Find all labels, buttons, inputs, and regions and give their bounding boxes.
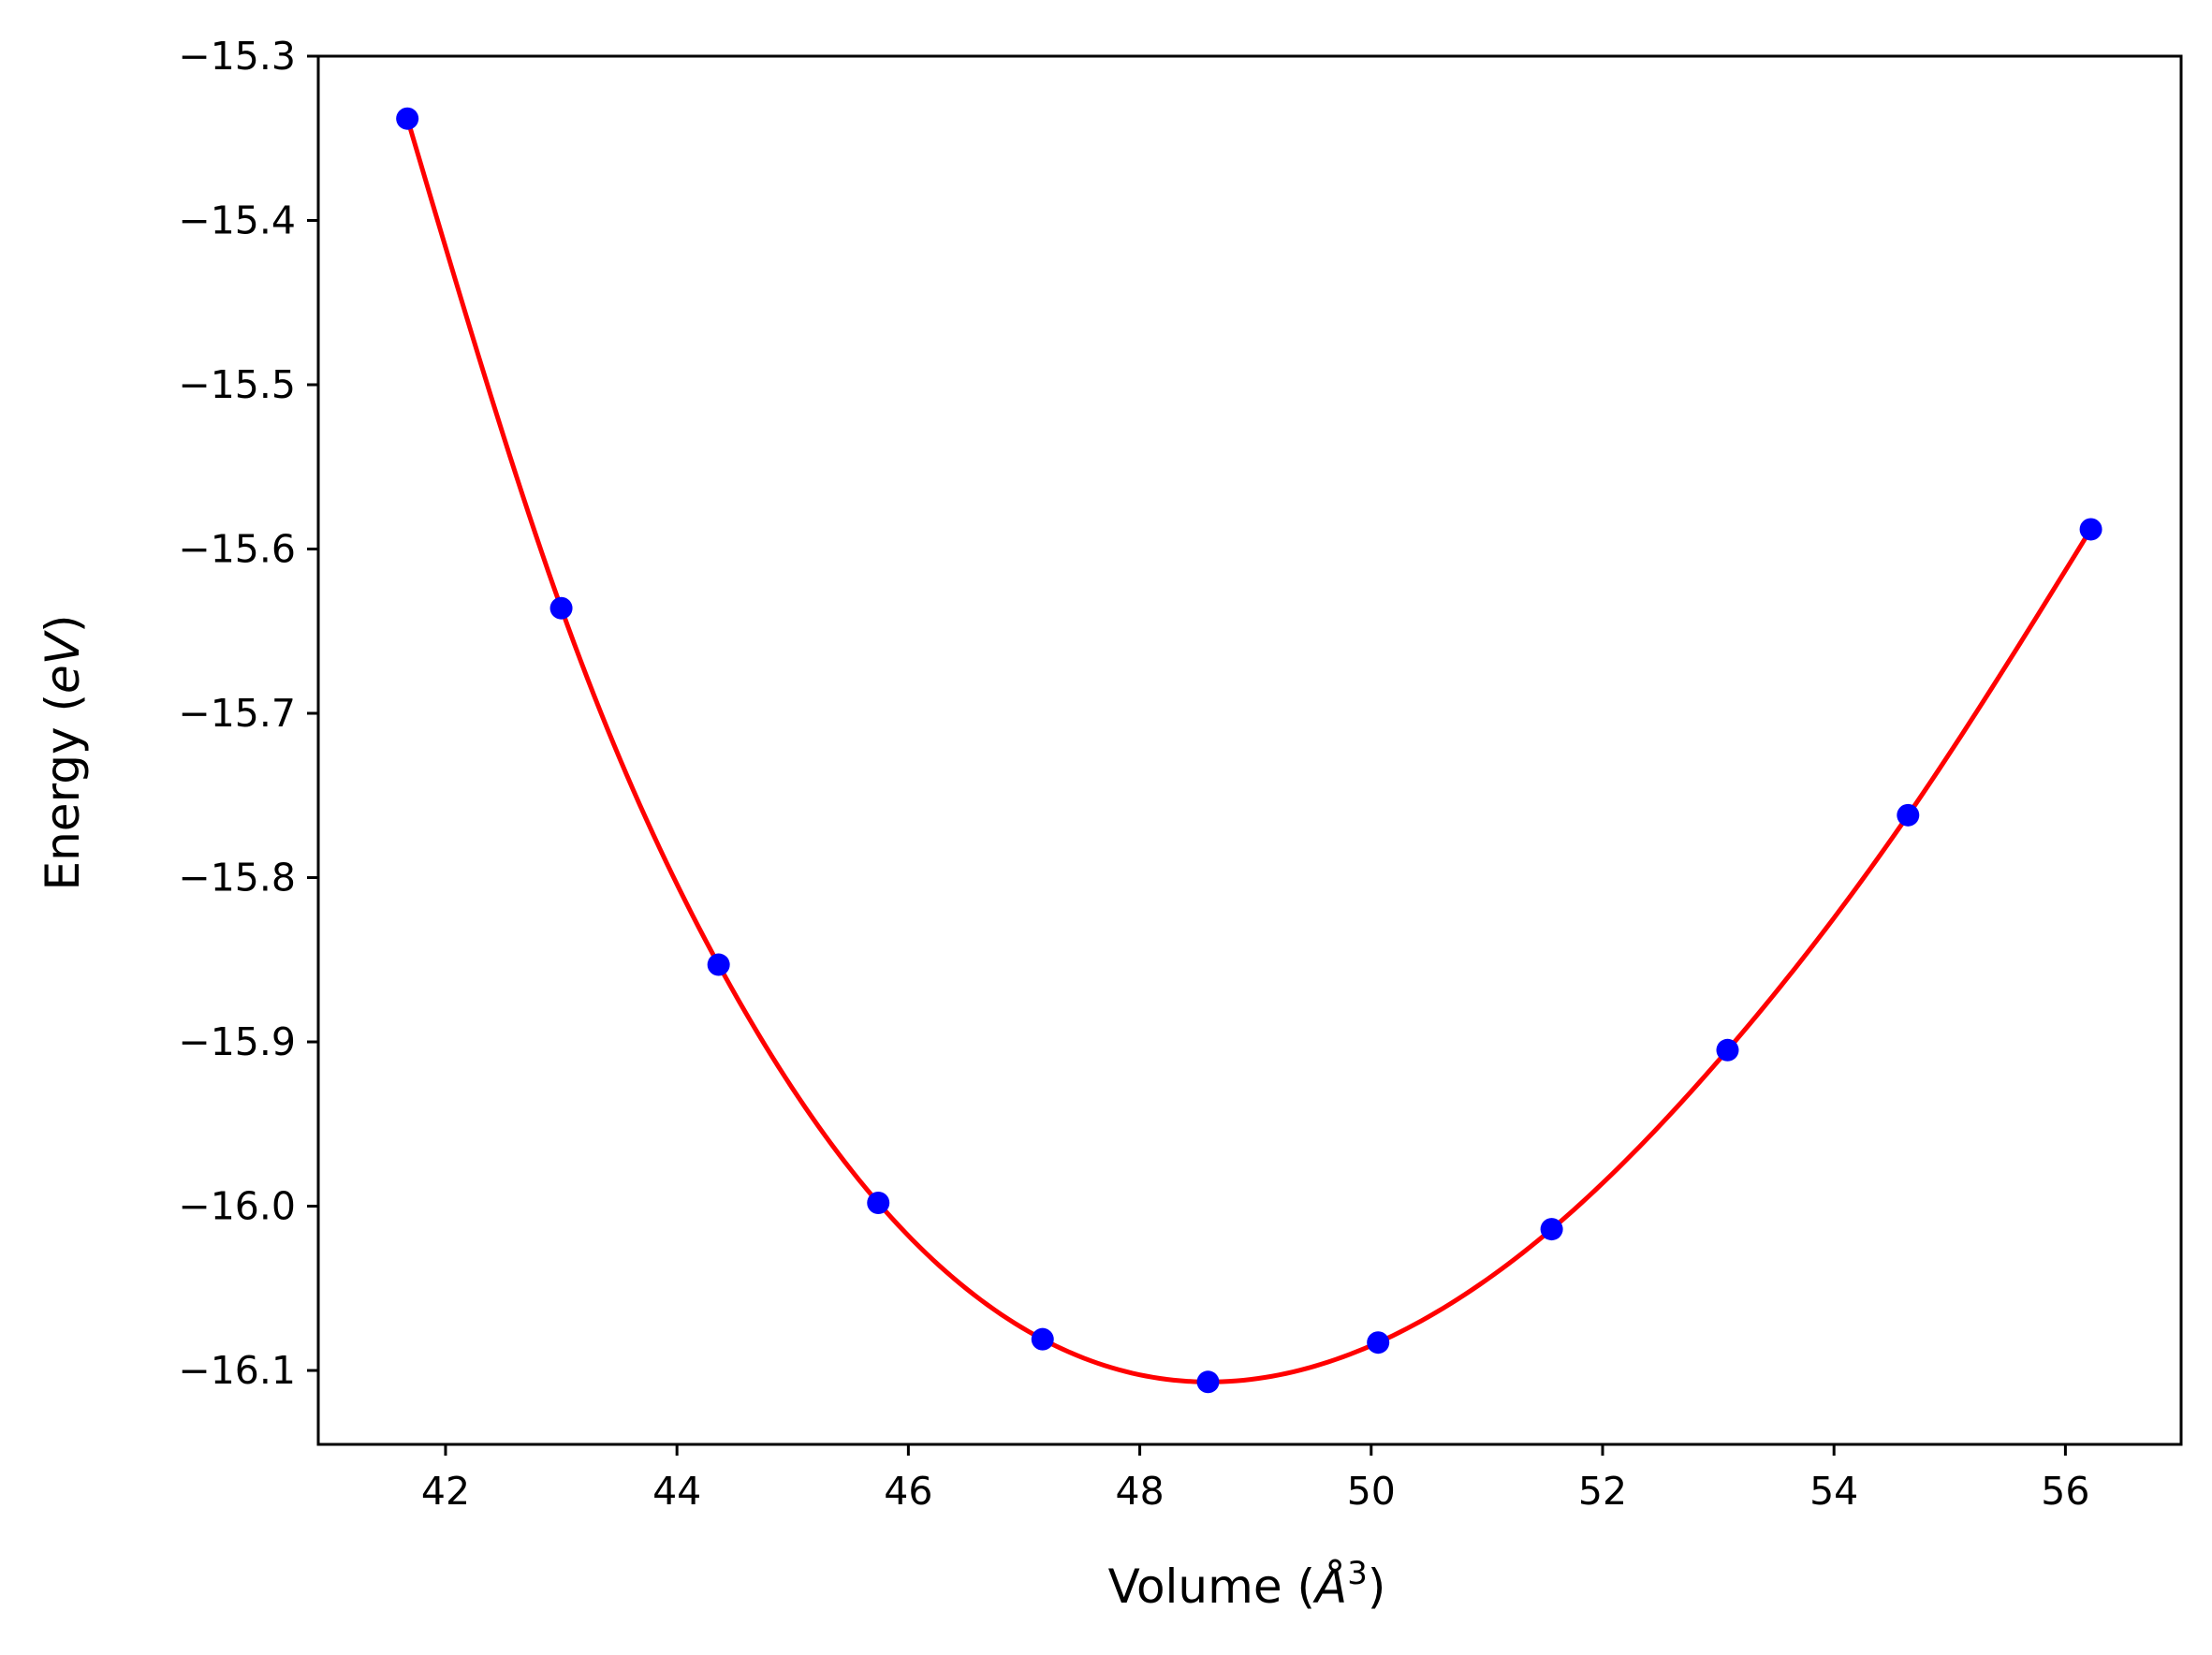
x-axis-ticks: 42 44 46 48 50 52 54 56 — [421, 1444, 2089, 1514]
y-axis-label-italic: eV — [36, 629, 90, 694]
y-tick-label: −15.6 — [178, 527, 296, 572]
x-tick-label: 44 — [652, 1469, 701, 1514]
x-axis-label-prefix: Volume ( — [1108, 1560, 1315, 1614]
x-tick-label: 50 — [1347, 1469, 1396, 1514]
data-point — [549, 596, 573, 620]
y-tick-label: −15.5 — [178, 362, 296, 407]
data-point — [867, 1192, 890, 1215]
y-axis-label-suffix: ) — [36, 615, 90, 634]
data-point — [396, 107, 419, 130]
data-point — [1716, 1038, 1739, 1062]
y-axis-label-prefix: Energy ( — [36, 694, 90, 890]
x-tick-label: 56 — [2041, 1469, 2089, 1514]
data-point — [1196, 1370, 1220, 1394]
plot-frame — [316, 54, 2183, 1446]
y-axis-label: Energy (eV) — [36, 615, 90, 891]
x-tick-label: 54 — [1809, 1469, 1858, 1514]
data-point — [1367, 1331, 1390, 1355]
x-tick-label: 46 — [884, 1469, 932, 1514]
y-tick-label: −15.4 — [178, 198, 296, 243]
x-axis-label-symbol: Å — [1312, 1560, 1347, 1614]
x-tick-label: 42 — [421, 1469, 470, 1514]
y-tick-label: −16.1 — [178, 1348, 296, 1393]
data-point — [1031, 1327, 1054, 1351]
y-tick-label: −15.7 — [178, 691, 296, 736]
y-tick-label: −16.0 — [178, 1184, 296, 1229]
x-axis-label: Volume (Å3) — [1108, 1555, 1386, 1614]
data-point — [1897, 803, 1920, 827]
x-tick-label: 48 — [1115, 1469, 1164, 1514]
y-axis-ticks: −15.3 −15.4 −15.5 −15.6 −15.7 −15.8 −15.9 −16.0… — [178, 34, 318, 1393]
x-axis-label-superscript: 3 — [1347, 1555, 1368, 1592]
x-tick-label: 52 — [1578, 1469, 1627, 1514]
data-point — [1540, 1218, 1563, 1241]
data-point — [2079, 518, 2102, 541]
x-axis-label-suffix: ) — [1368, 1560, 1386, 1614]
data-points-layer — [396, 107, 2102, 1394]
y-tick-label: −15.8 — [178, 856, 296, 901]
data-point — [707, 953, 730, 976]
y-tick-label: −15.9 — [178, 1019, 296, 1064]
y-tick-label: −15.3 — [178, 34, 296, 79]
